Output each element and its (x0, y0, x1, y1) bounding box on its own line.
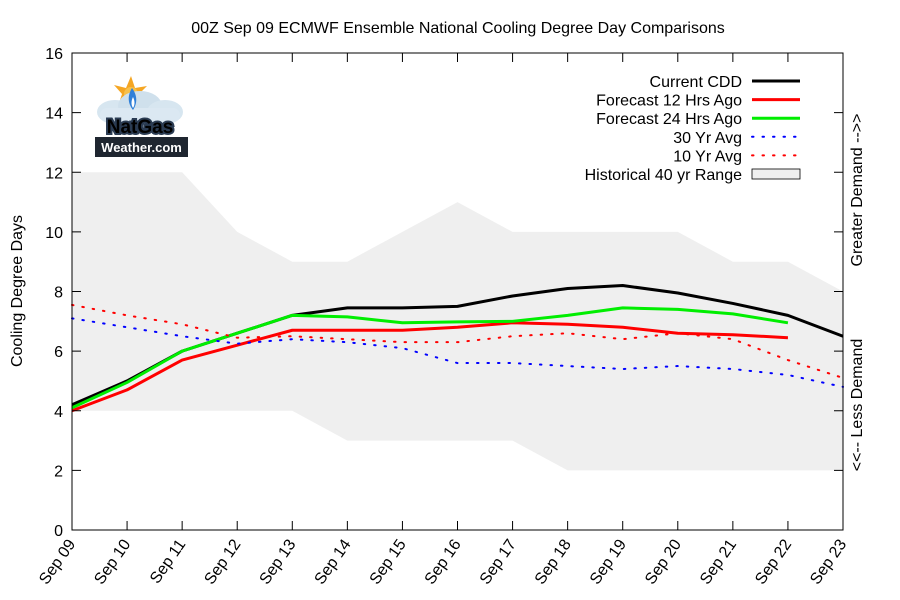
x-tick-label-4: Sep 13 (257, 536, 300, 587)
logo-text-box (95, 137, 188, 157)
legend-label-0: Current CDD (650, 74, 742, 91)
x-tick-label-9: Sep 18 (532, 536, 575, 587)
series-line-2 (71, 306, 789, 410)
legend-label-1: Forecast 12 Hrs Ago (596, 93, 742, 110)
y-tick-label-0: 0 (54, 523, 63, 540)
y-tick-label-1: 2 (54, 463, 63, 480)
legend-label-2: Forecast 24 Hrs Ago (596, 111, 742, 128)
x-tick-label-8: Sep 17 (477, 536, 520, 587)
y-tick-label-5: 10 (45, 225, 63, 242)
y-tick-label-2: 4 (54, 404, 63, 421)
series-line-1 (71, 321, 789, 413)
x-tick-label-6: Sep 15 (367, 536, 410, 587)
y-axis-label: Cooling Degree Days (9, 215, 26, 367)
y-tick-label-7: 14 (45, 106, 63, 123)
chart-title: 00Z Sep 09 ECMWF Ensemble National Cooli… (191, 20, 725, 37)
y-tick-label-6: 12 (45, 165, 63, 182)
x-tick-label-1: Sep 10 (91, 536, 134, 587)
less-demand-label: <<-- Less Demand (849, 339, 866, 472)
y-tick-label-8: 16 (45, 46, 63, 63)
x-tick-label-5: Sep 14 (312, 536, 355, 587)
flame-icon (128, 88, 137, 110)
series-line-3 (71, 317, 844, 388)
x-tick-label-13: Sep 22 (752, 536, 795, 587)
x-tick-label-14: Sep 23 (807, 536, 850, 587)
legend-label-5: Historical 40 yr Range (585, 167, 743, 184)
x-tick-label-11: Sep 20 (642, 536, 685, 587)
series-line-4 (71, 303, 844, 379)
series-layer (71, 284, 844, 413)
legend-label-4: 10 Yr Avg (673, 148, 742, 165)
logo-text-natgas: NatGas (107, 117, 174, 138)
y-tick-label-3: 6 (54, 344, 63, 361)
x-tick-label-3: Sep 12 (201, 536, 244, 587)
legend-label-3: 30 Yr Avg (673, 130, 742, 147)
natgas-weather-logo: NatGas Weather.com (95, 76, 188, 157)
legend-swatch-5 (751, 168, 801, 180)
x-tick-label-7: Sep 16 (422, 536, 465, 587)
x-tick-label-0: Sep 09 (36, 536, 79, 587)
x-tick-label-2: Sep 11 (147, 536, 189, 586)
greater-demand-label: Greater Demand -->> (849, 114, 866, 267)
x-tick-label-10: Sep 19 (587, 536, 630, 587)
logo-text-weather: Weather.com (101, 140, 182, 155)
y-tick-label-4: 8 (54, 285, 63, 302)
x-tick-label-12: Sep 21 (697, 536, 740, 587)
